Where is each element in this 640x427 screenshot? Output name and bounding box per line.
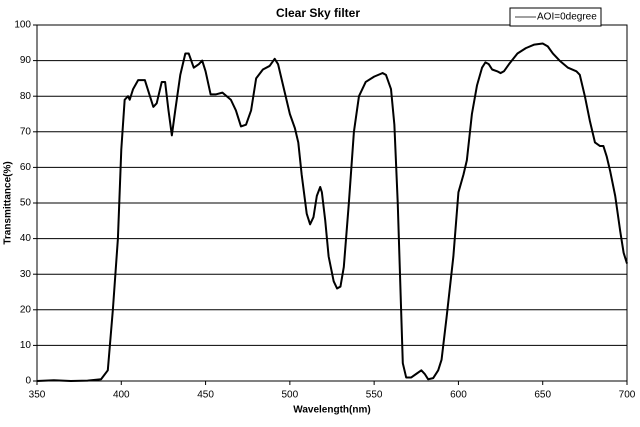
y-tick-label: 0: [25, 376, 31, 387]
y-tick-label: 50: [20, 198, 32, 209]
legend-label: AOI=0degree: [537, 12, 597, 23]
x-tick-label: 600: [450, 390, 467, 401]
x-tick-label: 650: [534, 390, 551, 401]
legend-box: [509, 7, 602, 27]
y-tick-label: 40: [20, 233, 32, 244]
y-tick-label: 90: [20, 55, 32, 66]
y-tick-label: 80: [20, 91, 32, 102]
chart-title: Clear Sky filter: [276, 6, 360, 20]
y-tick-label: 60: [20, 162, 32, 173]
plot-border: [36, 24, 628, 382]
x-axis-label: Wavelength(nm): [293, 405, 370, 416]
y-tick-label: 20: [20, 304, 32, 315]
x-tick-label: 400: [113, 390, 130, 401]
series-line: [36, 42, 628, 382]
y-axis-label: Transmittance(%): [3, 161, 14, 244]
y-tick-label: 70: [20, 126, 32, 137]
x-tick-label: 350: [29, 390, 46, 401]
x-tick-label: 450: [197, 390, 214, 401]
x-tick-label: 700: [619, 390, 636, 401]
y-tick-label: 100: [14, 20, 31, 31]
y-tick-label: 10: [20, 340, 32, 351]
y-tick-label: 30: [20, 269, 32, 280]
x-tick-label: 550: [366, 390, 383, 401]
x-tick-label: 500: [282, 390, 299, 401]
